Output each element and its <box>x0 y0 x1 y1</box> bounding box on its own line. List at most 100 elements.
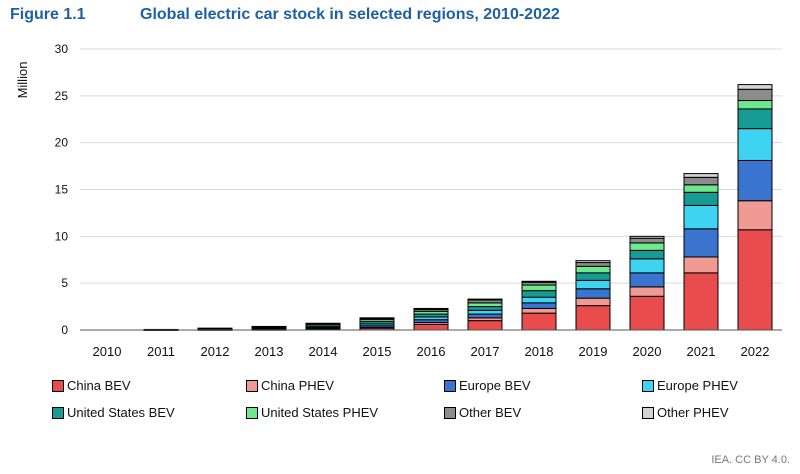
bar-segment <box>575 262 611 267</box>
x-tick-label: 2016 <box>417 344 446 359</box>
bar-segment <box>629 242 665 251</box>
y-tick-label: 5 <box>61 276 68 290</box>
bar-segment <box>683 272 719 331</box>
bar-segment <box>683 204 719 230</box>
legend-item: Other PHEV <box>642 405 792 420</box>
bar-segment <box>737 200 773 231</box>
bar-segment <box>683 184 719 193</box>
x-tick-label: 2015 <box>363 344 392 359</box>
figure-header: Figure 1.1 Global electric car stock in s… <box>10 6 560 24</box>
x-tick-label: 2017 <box>471 344 500 359</box>
bar-segment <box>521 302 557 309</box>
x-tick-label: 2010 <box>93 344 122 359</box>
bar-segment <box>575 297 611 307</box>
y-tick-label: 10 <box>55 229 69 243</box>
legend-item: Europe PHEV <box>642 378 792 393</box>
legend-swatch <box>444 406 456 419</box>
bar-segment <box>575 265 611 274</box>
bar-segment <box>413 323 449 331</box>
legend-swatch <box>642 379 654 392</box>
legend-label: China PHEV <box>261 378 334 393</box>
legend-item: China BEV <box>52 378 246 393</box>
bar-segment <box>467 309 503 315</box>
bar-segment <box>683 228 719 258</box>
legend-label: United States BEV <box>67 405 175 420</box>
legend-swatch <box>642 406 654 419</box>
bar-segment <box>521 290 557 298</box>
legend-item: United States PHEV <box>246 405 444 420</box>
bar-segment <box>737 128 773 161</box>
bar-segment <box>359 317 395 319</box>
x-tick-label: 2021 <box>687 344 716 359</box>
legend-item: Europe BEV <box>444 378 642 393</box>
bar-segment <box>629 258 665 274</box>
bar-segment <box>575 288 611 299</box>
bar-segment <box>467 313 503 319</box>
bar-segment <box>467 320 503 331</box>
y-tick-label: 15 <box>55 183 69 197</box>
bar-segment <box>575 260 611 264</box>
legend-swatch <box>246 379 258 392</box>
legend-swatch <box>52 406 64 419</box>
x-tick-label: 2014 <box>309 344 338 359</box>
legend-label: Europe BEV <box>459 378 531 393</box>
bar-segment <box>629 295 665 331</box>
y-axis-label: Million <box>15 62 30 99</box>
y-tick-label: 20 <box>55 136 69 150</box>
bar-segment <box>683 256 719 274</box>
chart-title: Global electric car stock in selected re… <box>140 6 560 23</box>
bar-segment <box>629 237 665 244</box>
bar-segment <box>251 325 287 328</box>
bar-segment <box>737 88 773 102</box>
bar-segment <box>683 176 719 186</box>
credit-line: IEA. CC BY 4.0. <box>711 454 790 466</box>
bar-segment <box>521 284 557 292</box>
bar-stacks <box>143 84 773 331</box>
legend-swatch <box>444 379 456 392</box>
y-tick-label: 25 <box>55 89 69 103</box>
bar-segment <box>413 307 449 310</box>
y-tick-label: 0 <box>61 323 68 337</box>
x-tick-label: 2018 <box>525 344 554 359</box>
legend-item: United States BEV <box>52 405 246 420</box>
x-tick-label: 2020 <box>633 344 662 359</box>
chart-legend: China BEV China PHEV Europe BEV Europe PHEV… <box>52 378 792 420</box>
legend-label: Europe PHEV <box>657 378 738 393</box>
axes: 0 5 10 15 20 25 30 2010 2011 2012 2013 2014 2015 2016… <box>55 42 782 359</box>
legend-swatch <box>246 406 258 419</box>
legend-item: Other BEV <box>444 405 642 420</box>
bar-segment <box>467 298 503 301</box>
legend-label: Other BEV <box>459 405 522 420</box>
x-tick-label: 2013 <box>255 344 284 359</box>
legend-label: United States PHEV <box>261 405 379 420</box>
bar-segment <box>305 322 341 325</box>
bar-segment <box>737 229 773 331</box>
bar-segment <box>521 280 557 283</box>
bar-segment <box>737 100 773 110</box>
gridlines <box>80 48 782 284</box>
bar-segment <box>629 286 665 297</box>
y-tick-label: 30 <box>55 42 69 56</box>
bar-segment <box>683 191 719 206</box>
bar-segment <box>737 159 773 202</box>
bar-segment <box>197 327 233 330</box>
legend-label: Other PHEV <box>657 405 729 420</box>
bar-segment <box>521 296 557 304</box>
x-tick-label: 2011 <box>147 344 175 359</box>
bar-segment <box>629 249 665 260</box>
x-tick-label: 2012 <box>201 344 230 359</box>
bar-segment <box>629 272 665 288</box>
bar-segment <box>521 312 557 331</box>
bar-segment <box>575 272 611 281</box>
bar-segment <box>467 302 503 308</box>
bar-segment <box>521 307 557 314</box>
x-tick-label: 2022 <box>741 344 770 359</box>
bar-segment <box>575 279 611 290</box>
bar-segment <box>629 235 665 239</box>
bar-segment <box>683 173 719 178</box>
x-tick-label: 2019 <box>579 344 608 359</box>
figure-number: Figure 1.1 <box>10 6 86 23</box>
legend-label: China BEV <box>67 378 131 393</box>
legend-swatch <box>52 379 64 392</box>
